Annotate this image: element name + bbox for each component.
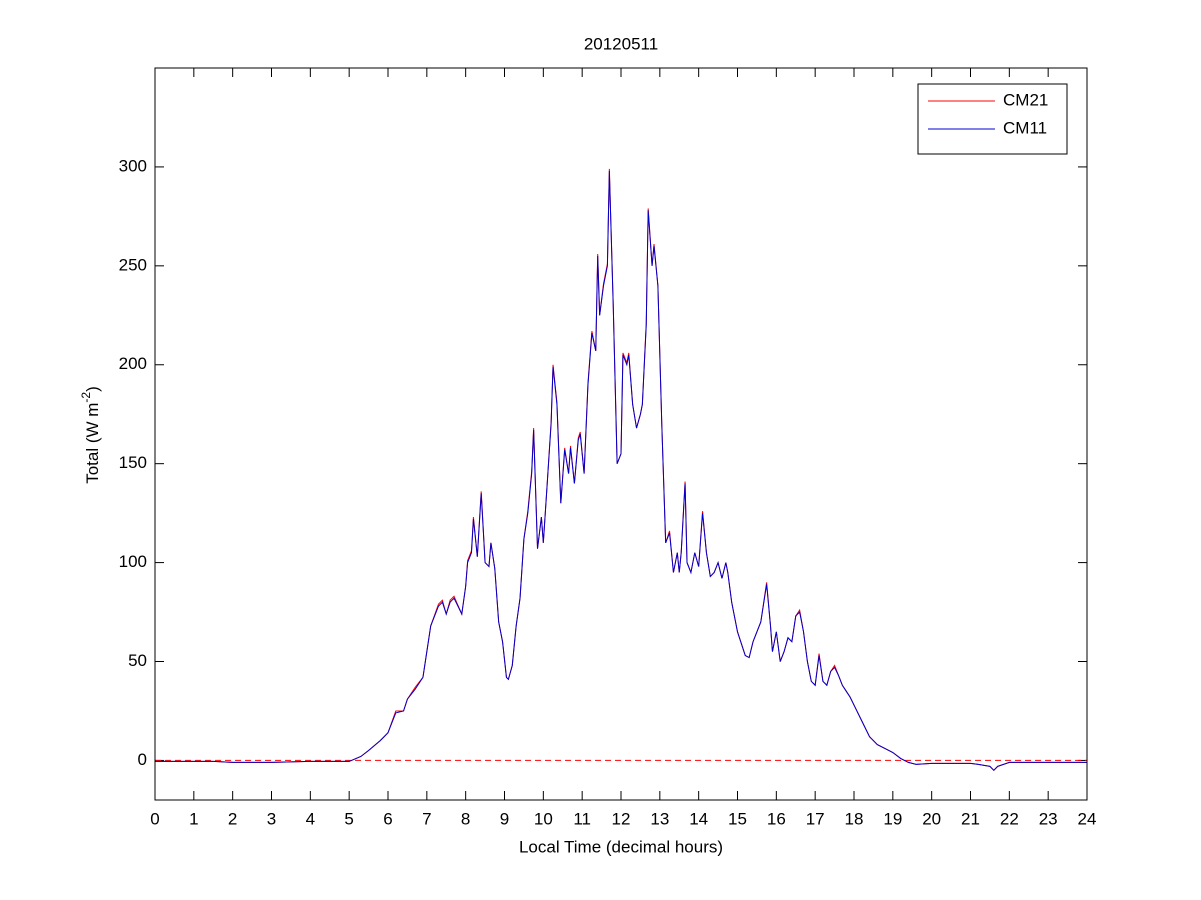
series-line xyxy=(155,170,1087,772)
x-tick-label: 7 xyxy=(422,809,431,828)
x-tick-label: 18 xyxy=(845,809,864,828)
y-axis-label-text: Total (W m xyxy=(83,403,102,484)
x-tick-label: 22 xyxy=(1000,809,1019,828)
x-tick-label: 15 xyxy=(728,809,747,828)
x-tick-label: 16 xyxy=(767,809,786,828)
x-tick-label: 14 xyxy=(689,809,708,828)
y-tick-label: 0 xyxy=(138,750,147,769)
x-tick-label: 0 xyxy=(150,809,159,828)
y-axis-label: Total (W m-2) xyxy=(79,386,102,484)
y-tick-label: 200 xyxy=(119,354,147,373)
y-tick-label: 150 xyxy=(119,453,147,472)
legend-box xyxy=(917,83,1068,155)
x-tick-label: 17 xyxy=(806,809,825,828)
x-tick-label: 21 xyxy=(961,809,980,828)
x-tick-label: 19 xyxy=(883,809,902,828)
x-tick-label: 11 xyxy=(573,809,591,828)
legend-label: CM21 xyxy=(1003,90,1048,109)
x-tick-label: 23 xyxy=(1039,809,1058,828)
legend: CM21 CM11 xyxy=(917,83,1068,155)
y-tick-label: 50 xyxy=(128,651,147,670)
x-tick-label: 10 xyxy=(534,809,553,828)
y-tick-label: 100 xyxy=(119,552,147,571)
x-tick-label: 13 xyxy=(650,809,669,828)
chart-title: 20120511 xyxy=(584,34,658,53)
plot-frame xyxy=(154,67,1088,801)
x-tick-label: 8 xyxy=(461,809,470,828)
x-tick-label: 5 xyxy=(344,809,353,828)
y-tick-label: 300 xyxy=(119,156,147,175)
x-tick-label: 3 xyxy=(267,809,276,828)
legend-label: CM11 xyxy=(1003,118,1047,137)
x-tick-label: 9 xyxy=(500,809,509,828)
y-axis-label-suffix: ) xyxy=(83,386,102,392)
y-tick-label: 250 xyxy=(119,255,147,274)
x-tick-label: 6 xyxy=(383,809,392,828)
x-tick-label: 24 xyxy=(1078,809,1097,828)
y-axis-label-superscript: -2 xyxy=(79,392,93,403)
x-tick-label: 2 xyxy=(228,809,237,828)
x-tick-label: 20 xyxy=(922,809,941,828)
x-tick-label: 1 xyxy=(189,809,198,828)
x-tick-label: 12 xyxy=(612,809,631,828)
x-tick-label: 4 xyxy=(306,809,315,828)
x-axis-label: Local Time (decimal hours) xyxy=(519,837,723,856)
